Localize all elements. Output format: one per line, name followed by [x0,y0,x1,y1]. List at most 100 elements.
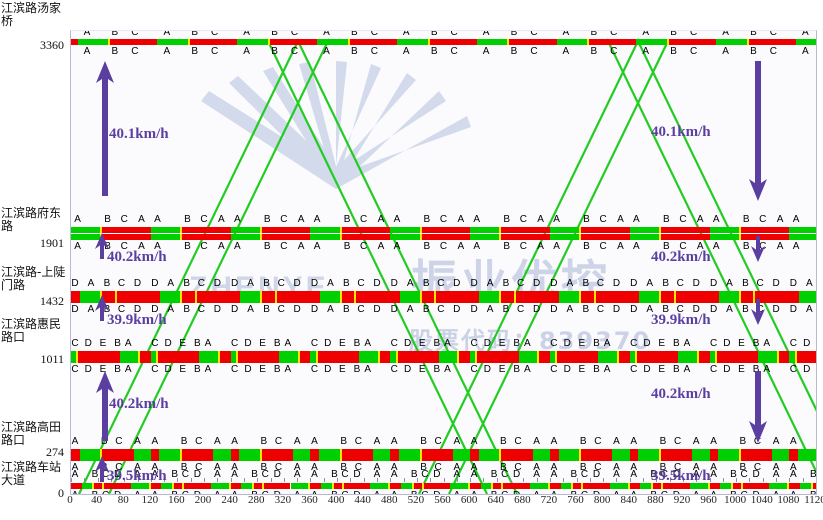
signal-phase-segment [635,357,638,363]
cycle-tick [297,478,299,482]
phase-label: E [259,364,266,375]
phase-label: A [247,278,254,289]
signal-phase-segment [310,291,320,297]
y-axis-distance-value: 1432 [40,294,64,308]
signal-phase-segment [419,449,422,455]
signal-phase-segment [516,297,550,303]
signal-phase-segment [180,227,183,233]
signal-phase-segment [579,291,582,297]
signal-phase-segment [579,297,582,303]
phase-label: A [204,364,212,375]
phase-label: A [613,490,620,494]
phase-label: C [261,469,269,480]
phase-label: A [550,462,558,473]
signal-phase-segment [457,357,460,363]
signal-phase-segment [339,297,342,303]
signal-phase-segment [434,291,437,297]
signal-phase-segment [429,39,471,45]
signal-phase-segment [259,227,262,233]
signal-phase-segment [71,455,80,461]
phase-label: A [71,462,79,473]
signal-phase-segment [196,291,231,297]
phase-label: D [113,469,122,480]
phase-label: C [290,30,299,38]
signal-phase-segment [310,234,340,240]
signal-phase-segment [638,449,659,455]
phase-label: D [310,304,319,315]
phase-label: B [670,46,677,57]
phase-label: E [498,364,506,375]
signal-phase-segment [230,357,236,363]
signal-phase-segment [196,297,231,303]
phase-label: C [596,304,605,315]
phase-label: C [354,462,362,473]
signal-phase-segment [370,483,389,489]
signal-phase-segment [161,483,173,489]
signal-phase-segment [419,227,422,233]
signal-phase-segment [787,483,790,489]
signal-phase-segment [627,483,630,489]
signal-phase-segment [617,357,620,363]
phase-label: C [756,278,764,289]
phase-label: B [171,469,179,480]
signal-phase-segment [239,297,260,303]
phase-label: A [692,462,700,473]
signal-phase-segment [661,291,674,297]
signal-phase-segment [395,357,398,363]
x-tick-label: 320 [274,494,292,506]
signal-phase-segment [148,483,151,489]
signal-phase-segment [133,455,151,461]
signal-phase-segment [230,351,236,357]
signal-phase-segment [116,297,151,303]
phase-label: D [164,338,172,349]
signal-phase-segment [180,297,183,303]
cycle-tick [390,478,392,482]
phase-label: B [104,214,111,225]
signal-phase-segment [150,227,181,233]
phase-label: A [802,30,809,38]
signal-phase-segment [789,483,801,489]
phase-label: C [102,490,109,494]
phase-label: A [533,469,540,480]
signal-phase-segment [470,357,476,363]
signal-phase-segment [470,297,480,303]
signal-phase-segment [174,483,183,489]
phase-label: D [114,490,121,494]
phase-label: B [340,462,348,473]
phase-label: A [696,241,704,252]
phase-label: C [450,30,458,38]
signal-phase-segment [339,449,342,455]
phase-label: C [519,241,527,252]
signal-phase-segment [421,455,453,461]
signal-phase-segment [659,291,661,297]
phase-label: C [789,364,797,375]
signal-phase-segment [279,351,298,357]
signal-phase-segment [347,39,350,45]
phase-label: A [154,214,161,225]
phase-label: A [710,462,717,473]
signal-phase-segment [629,455,639,461]
signal-phase-segment [714,351,717,357]
signal-phase-segment [477,357,519,363]
phase-label: A [151,469,159,480]
signal-phase-segment [77,39,109,45]
signal-phase-segment [102,455,134,461]
cycle-tick [789,478,791,482]
phase-label: C [274,462,283,473]
signal-phase-segment [317,357,360,363]
signal-phase-segment [400,483,412,489]
phase-label: E [259,338,266,349]
signal-phase-segment [529,483,548,489]
phase-label: A [311,462,318,473]
x-tick-label: 440 [354,494,371,506]
signal-phase-segment [102,234,151,240]
phase-label: A [87,304,95,315]
phase-label: C [211,46,219,57]
signal-phase-segment [581,291,594,297]
signal-phase-segment [549,39,557,45]
phase-label: B [672,338,680,349]
signal-phase-segment [772,455,790,461]
phase-label: A [390,436,398,447]
